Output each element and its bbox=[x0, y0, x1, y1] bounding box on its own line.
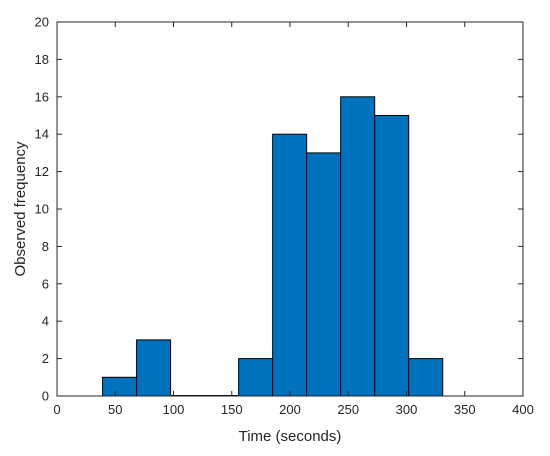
y-tick-label: 6 bbox=[42, 276, 49, 291]
y-tick-label: 2 bbox=[42, 351, 49, 366]
y-tick-label: 0 bbox=[42, 389, 49, 404]
histogram-bar bbox=[374, 115, 410, 397]
histogram-bar bbox=[408, 358, 444, 397]
bars-layer bbox=[102, 96, 444, 397]
y-tick-label: 4 bbox=[42, 314, 49, 329]
histogram-bar bbox=[102, 376, 138, 397]
y-tick-label: 10 bbox=[35, 202, 49, 217]
y-tick-label: 20 bbox=[35, 15, 49, 30]
x-tick-label: 50 bbox=[108, 402, 122, 417]
tick-labels-layer: 0 50 100 150 200 250 300 350 400 0 2 4 6 8 10 12 14 16 18 2… bbox=[35, 15, 534, 418]
histogram-bar bbox=[340, 96, 376, 397]
x-axis-label: Time (seconds) bbox=[239, 428, 342, 445]
ticks-layer bbox=[56, 21, 524, 397]
x-tick-label: 100 bbox=[163, 402, 185, 417]
x-tick-label: 250 bbox=[337, 402, 359, 417]
y-tick-label: 12 bbox=[35, 164, 49, 179]
x-tick-label: 400 bbox=[512, 402, 534, 417]
y-tick-label: 16 bbox=[35, 89, 49, 104]
y-tick-label: 8 bbox=[42, 239, 49, 254]
x-tick-label: 300 bbox=[396, 402, 418, 417]
x-tick-label: 350 bbox=[454, 402, 476, 417]
histogram-bar bbox=[272, 133, 308, 397]
histogram-bar bbox=[238, 358, 274, 397]
histogram-bar bbox=[136, 339, 172, 397]
x-tick-label: 0 bbox=[53, 402, 60, 417]
y-axis-label: Observed frequency bbox=[12, 141, 29, 277]
x-tick-label: 150 bbox=[221, 402, 243, 417]
x-tick-label: 200 bbox=[279, 402, 301, 417]
y-tick-label: 14 bbox=[35, 127, 49, 142]
y-tick-label: 18 bbox=[35, 52, 49, 67]
histogram-bar bbox=[306, 152, 342, 397]
